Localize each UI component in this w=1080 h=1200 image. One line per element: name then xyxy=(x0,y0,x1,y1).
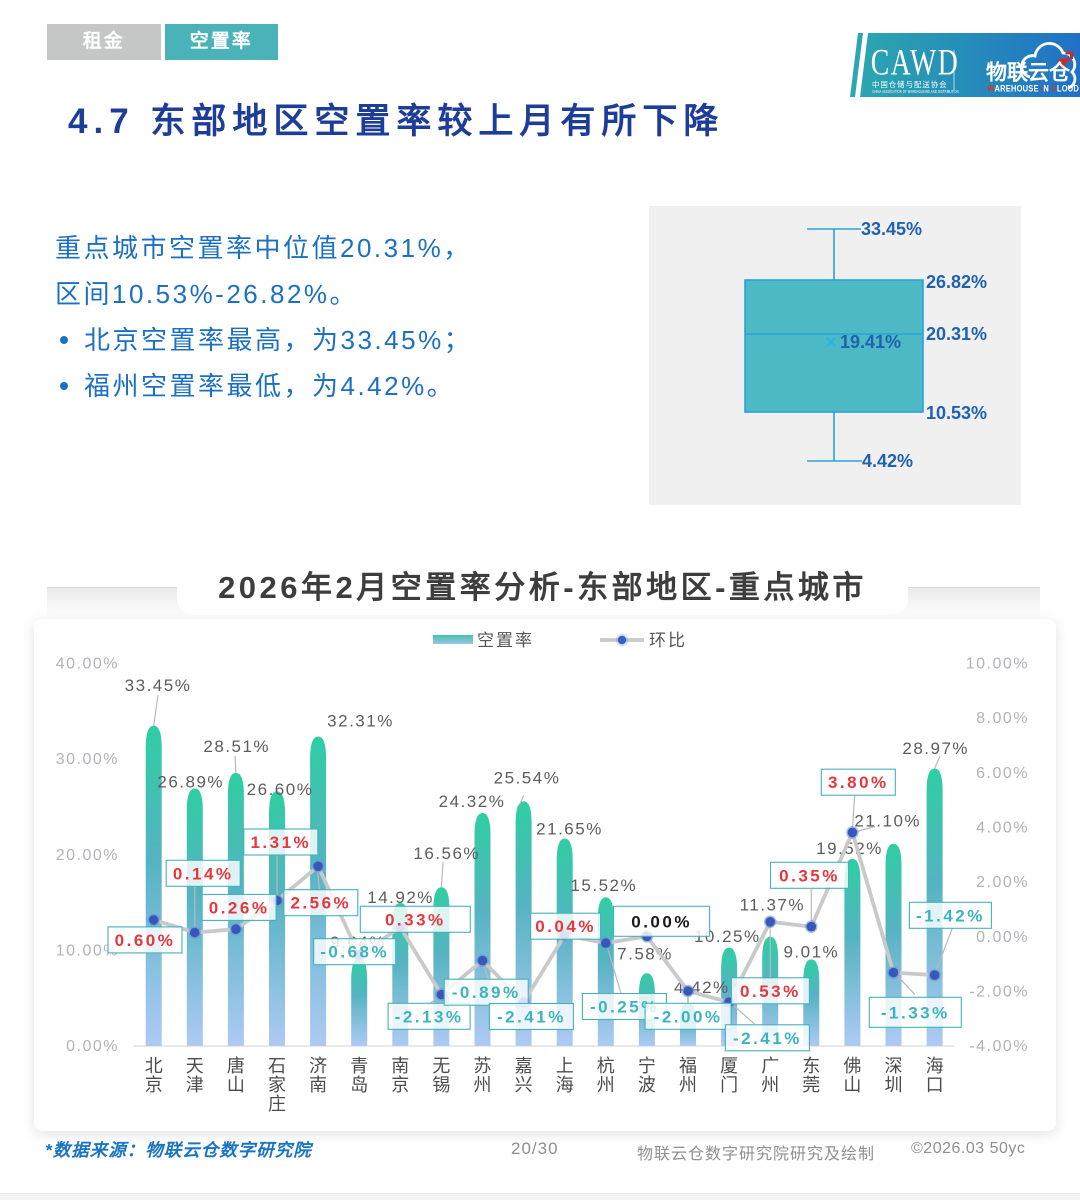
svg-text:杭州: 杭州 xyxy=(597,1056,615,1095)
svg-text:海口: 海口 xyxy=(926,1056,944,1095)
svg-text:佛山: 佛山 xyxy=(843,1056,861,1095)
svg-text:×: × xyxy=(825,332,837,354)
svg-text:10.25%: 10.25% xyxy=(694,927,761,946)
svg-text:0.33%: 0.33% xyxy=(385,910,446,929)
svg-text:0.14%: 0.14% xyxy=(173,864,234,883)
svg-text:10.00%: 10.00% xyxy=(56,942,119,959)
svg-text:-2.41%: -2.41% xyxy=(733,1029,802,1048)
svg-text:2.56%: 2.56% xyxy=(290,894,351,913)
svg-text:26.89%: 26.89% xyxy=(157,772,224,791)
svg-text:9.01%: 9.01% xyxy=(783,943,839,962)
svg-text:4.42%: 4.42% xyxy=(862,451,913,471)
svg-text:25.54%: 25.54% xyxy=(494,768,561,787)
svg-text:嘉兴: 嘉兴 xyxy=(515,1056,533,1095)
svg-text:-4.00%: -4.00% xyxy=(969,1038,1029,1055)
svg-text:WAREHOUSE IN CLOUD: WAREHOUSE IN CLOUD xyxy=(987,83,1079,94)
svg-text:唐山: 唐山 xyxy=(227,1056,245,1095)
svg-text:21.65%: 21.65% xyxy=(536,819,603,838)
svg-text:-2.41%: -2.41% xyxy=(497,1008,566,1027)
svg-text:空置率: 空置率 xyxy=(477,631,534,650)
svg-text:CAWD: CAWD xyxy=(871,43,960,84)
svg-text:0.04%: 0.04% xyxy=(535,917,596,936)
svg-text:20.00%: 20.00% xyxy=(56,847,119,864)
svg-text:0.00%: 0.00% xyxy=(66,1038,119,1055)
svg-text:石家庄: 石家庄 xyxy=(268,1056,286,1114)
svg-text:0.00%: 0.00% xyxy=(631,912,692,931)
svg-text:4.00%: 4.00% xyxy=(976,820,1029,837)
svg-text:0.35%: 0.35% xyxy=(779,866,840,885)
svg-text:26.60%: 26.60% xyxy=(247,780,314,799)
svg-text:天津: 天津 xyxy=(186,1056,204,1095)
svg-text:8.00%: 8.00% xyxy=(976,710,1029,727)
svg-text:无锡: 无锡 xyxy=(432,1056,450,1095)
svg-text:东莞: 东莞 xyxy=(802,1056,820,1095)
svg-text:0.53%: 0.53% xyxy=(740,982,801,1001)
svg-text:20.31%: 20.31% xyxy=(926,324,987,344)
svg-text:-1.42%: -1.42% xyxy=(916,906,985,925)
svg-text:24.32%: 24.32% xyxy=(439,792,506,811)
svg-text:广州: 广州 xyxy=(761,1056,779,1095)
svg-text:福州: 福州 xyxy=(679,1056,697,1095)
svg-text:0.00%: 0.00% xyxy=(976,929,1029,946)
svg-text:-2.13%: -2.13% xyxy=(395,1007,464,1026)
svg-text:2.00%: 2.00% xyxy=(976,874,1029,891)
svg-text:上海: 上海 xyxy=(556,1056,574,1095)
svg-text:10.00%: 10.00% xyxy=(966,656,1029,673)
svg-text:14.92%: 14.92% xyxy=(367,888,434,907)
svg-text:苏州: 苏州 xyxy=(474,1056,492,1095)
svg-text:济南: 济南 xyxy=(309,1056,327,1095)
svg-text:中国仓储与配送协会: 中国仓储与配送协会 xyxy=(872,80,948,89)
svg-text:28.51%: 28.51% xyxy=(203,737,270,756)
svg-text:CHINA ASSOCIATION OF WAREHOUSI: CHINA ASSOCIATION OF WAREHOUSING AND DIS… xyxy=(872,89,959,94)
svg-text:-0.89%: -0.89% xyxy=(452,983,521,1002)
svg-text:-0.68%: -0.68% xyxy=(320,943,389,962)
svg-text:19.41%: 19.41% xyxy=(840,332,901,352)
svg-text:15.52%: 15.52% xyxy=(570,876,637,895)
svg-text:物联云仓: 物联云仓 xyxy=(986,61,1071,85)
svg-text:环比: 环比 xyxy=(649,631,687,650)
svg-text:28.97%: 28.97% xyxy=(902,739,969,758)
svg-text:3.80%: 3.80% xyxy=(828,773,889,792)
svg-text:10.53%: 10.53% xyxy=(926,403,987,423)
svg-text:11.37%: 11.37% xyxy=(740,896,805,915)
svg-text:-2.00%: -2.00% xyxy=(969,983,1029,1000)
svg-text:-2.00%: -2.00% xyxy=(654,1007,723,1026)
svg-text:0.60%: 0.60% xyxy=(115,931,176,950)
svg-text:厦门: 厦门 xyxy=(720,1056,738,1095)
svg-text:40.00%: 40.00% xyxy=(56,656,119,673)
svg-text:33.45%: 33.45% xyxy=(125,676,192,695)
svg-text:深圳: 深圳 xyxy=(885,1056,903,1095)
svg-text:21.10%: 21.10% xyxy=(854,811,921,830)
svg-text:26.82%: 26.82% xyxy=(926,272,987,292)
svg-text:1.31%: 1.31% xyxy=(250,833,311,852)
svg-text:30.00%: 30.00% xyxy=(56,751,119,768)
svg-text:-0.25%: -0.25% xyxy=(590,998,659,1017)
svg-text:青岛: 青岛 xyxy=(350,1056,368,1095)
svg-text:-1.33%: -1.33% xyxy=(881,1003,950,1022)
svg-text:16.56%: 16.56% xyxy=(413,844,480,863)
svg-text:南京: 南京 xyxy=(391,1056,409,1095)
svg-text:33.45%: 33.45% xyxy=(861,219,922,239)
svg-text:32.31%: 32.31% xyxy=(327,712,394,731)
svg-text:北京: 北京 xyxy=(145,1056,163,1095)
svg-text:宁波: 宁波 xyxy=(638,1056,656,1095)
svg-text:19.52%: 19.52% xyxy=(816,839,883,858)
svg-text:0.26%: 0.26% xyxy=(209,898,270,917)
svg-text:6.00%: 6.00% xyxy=(976,765,1029,782)
